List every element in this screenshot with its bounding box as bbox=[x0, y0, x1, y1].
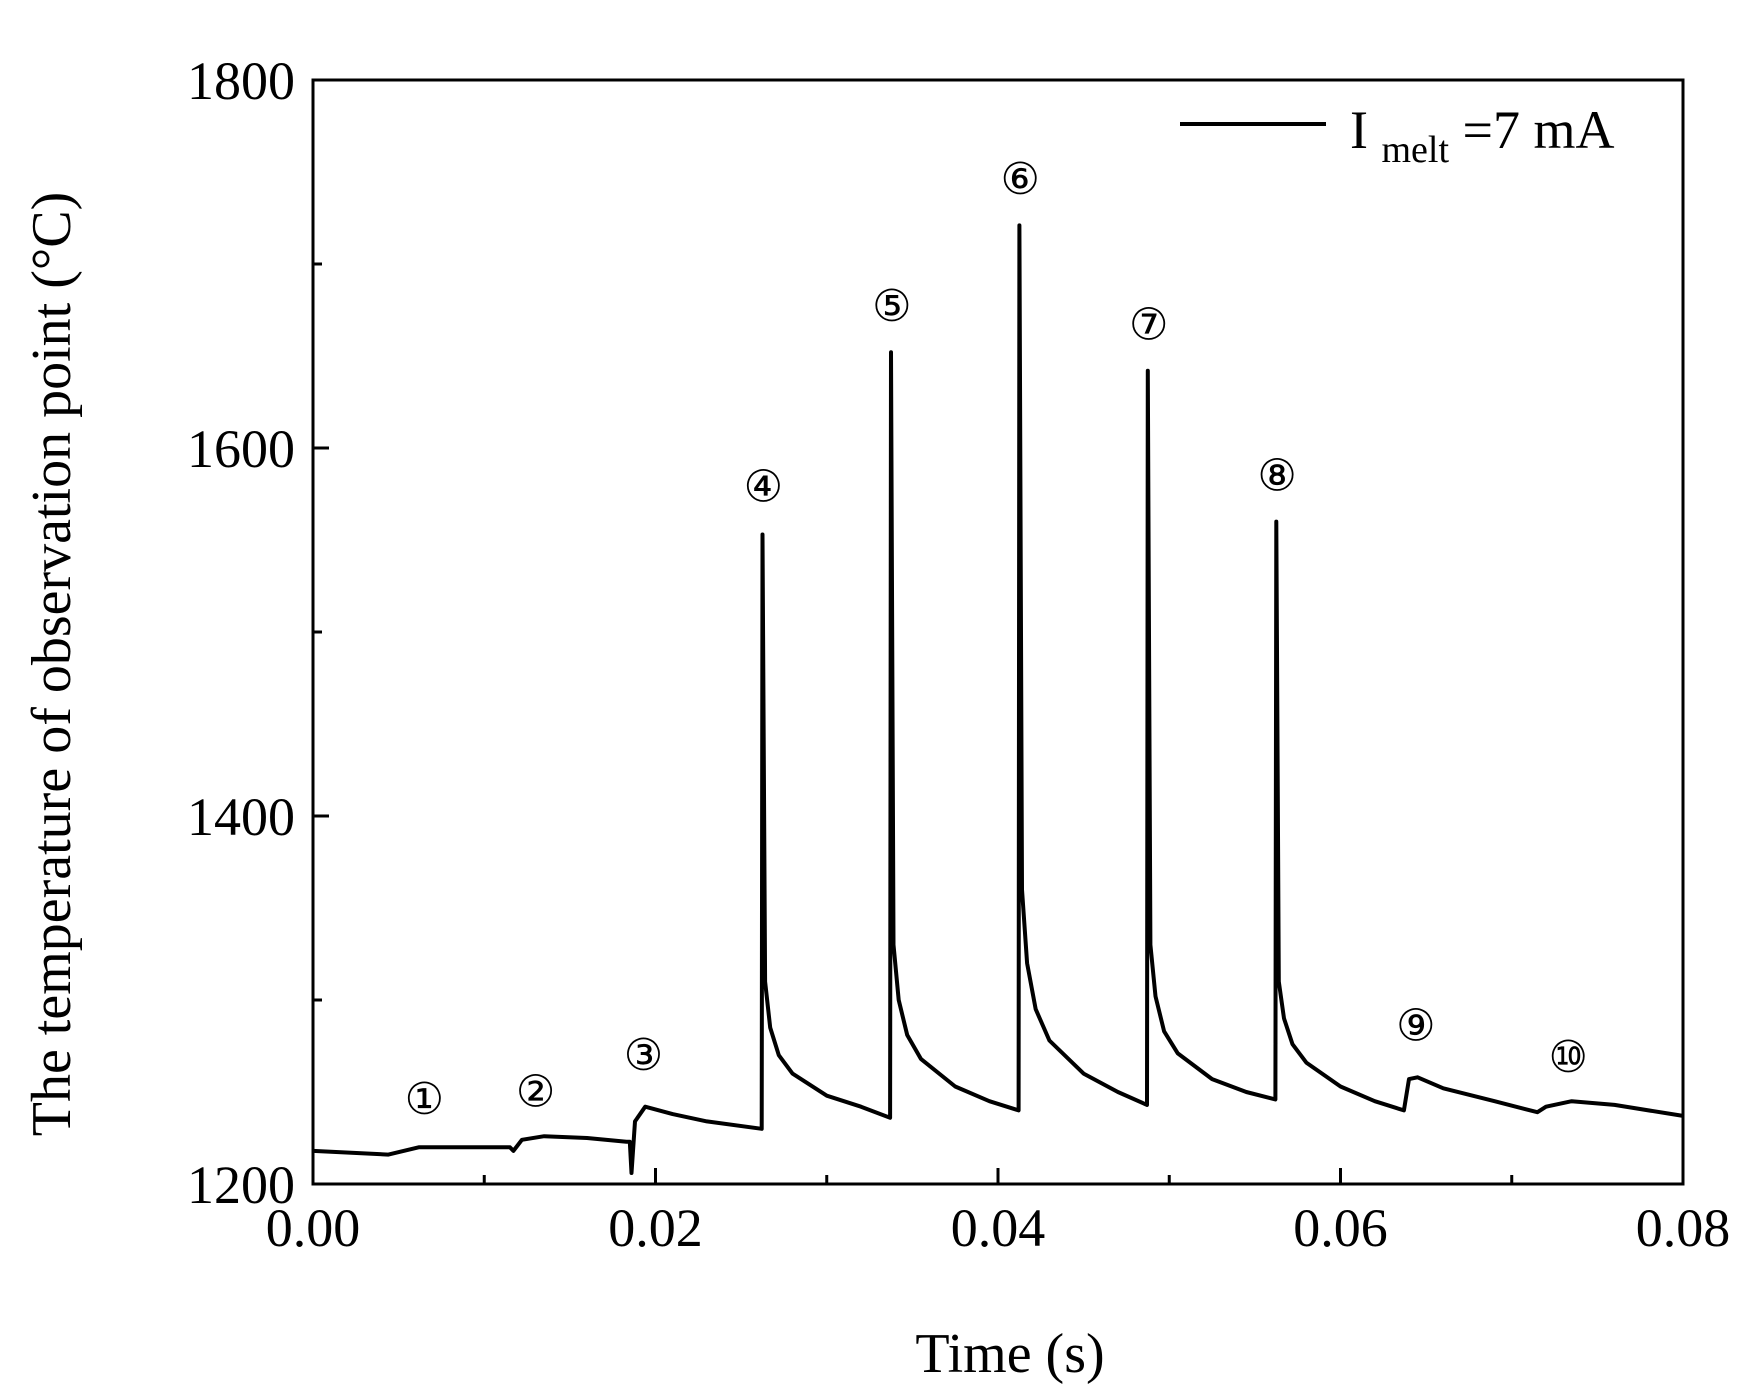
peak-annotation-label: ④ bbox=[744, 461, 783, 512]
legend-label-main: I bbox=[1350, 100, 1368, 160]
peak-annotation-label: ⑨ bbox=[1396, 1000, 1435, 1051]
peak-annotation-label: ③ bbox=[624, 1030, 663, 1081]
series-group bbox=[312, 223, 1684, 1175]
axis-ticks: 0.00 0.02 0.04 0.06 0.08 1200 1400 1600 1800 bbox=[187, 51, 1730, 1258]
peak-annotation-label: ① bbox=[405, 1074, 444, 1125]
y-axis-title: The temperature of observation point (°C… bbox=[21, 192, 83, 1137]
x-tick-label: 0.08 bbox=[1636, 1198, 1731, 1258]
legend-label-rest: =7 mA bbox=[1463, 100, 1615, 160]
x-tick-label: 0.02 bbox=[608, 1198, 703, 1258]
x-tick-label: 0.06 bbox=[1293, 1198, 1388, 1258]
peak-annotation-label: ⑥ bbox=[1001, 154, 1040, 205]
y-tick-label: 1600 bbox=[187, 419, 295, 479]
y-tick-label: 1400 bbox=[187, 787, 295, 847]
x-tick-label: 0.00 bbox=[266, 1198, 361, 1258]
y-tick-label: 1800 bbox=[187, 51, 295, 111]
peak-annotation-label: ⑩ bbox=[1549, 1032, 1588, 1083]
peak-annotation-label: ⑧ bbox=[1257, 450, 1296, 501]
peak-annotation-label: ⑦ bbox=[1129, 299, 1168, 350]
y-tick-label: 1200 bbox=[187, 1155, 295, 1215]
legend: I melt =7 mA bbox=[1180, 100, 1615, 174]
series-line bbox=[312, 223, 1684, 1175]
peak-annotation-label: ⑤ bbox=[872, 281, 911, 332]
plot-frame bbox=[311, 78, 1685, 1186]
x-tick-label: 0.04 bbox=[951, 1198, 1046, 1258]
peak-annotations: ① ② ③ ④ ⑤ ⑥ ⑦ ⑧ ⑨ ⑩ bbox=[405, 154, 1588, 1125]
x-axis-title: Time (s) bbox=[915, 1323, 1104, 1385]
legend-label-sub: melt bbox=[1381, 129, 1449, 171]
legend-label: I melt =7 mA bbox=[1350, 100, 1615, 174]
peak-annotation-label: ② bbox=[516, 1067, 555, 1118]
